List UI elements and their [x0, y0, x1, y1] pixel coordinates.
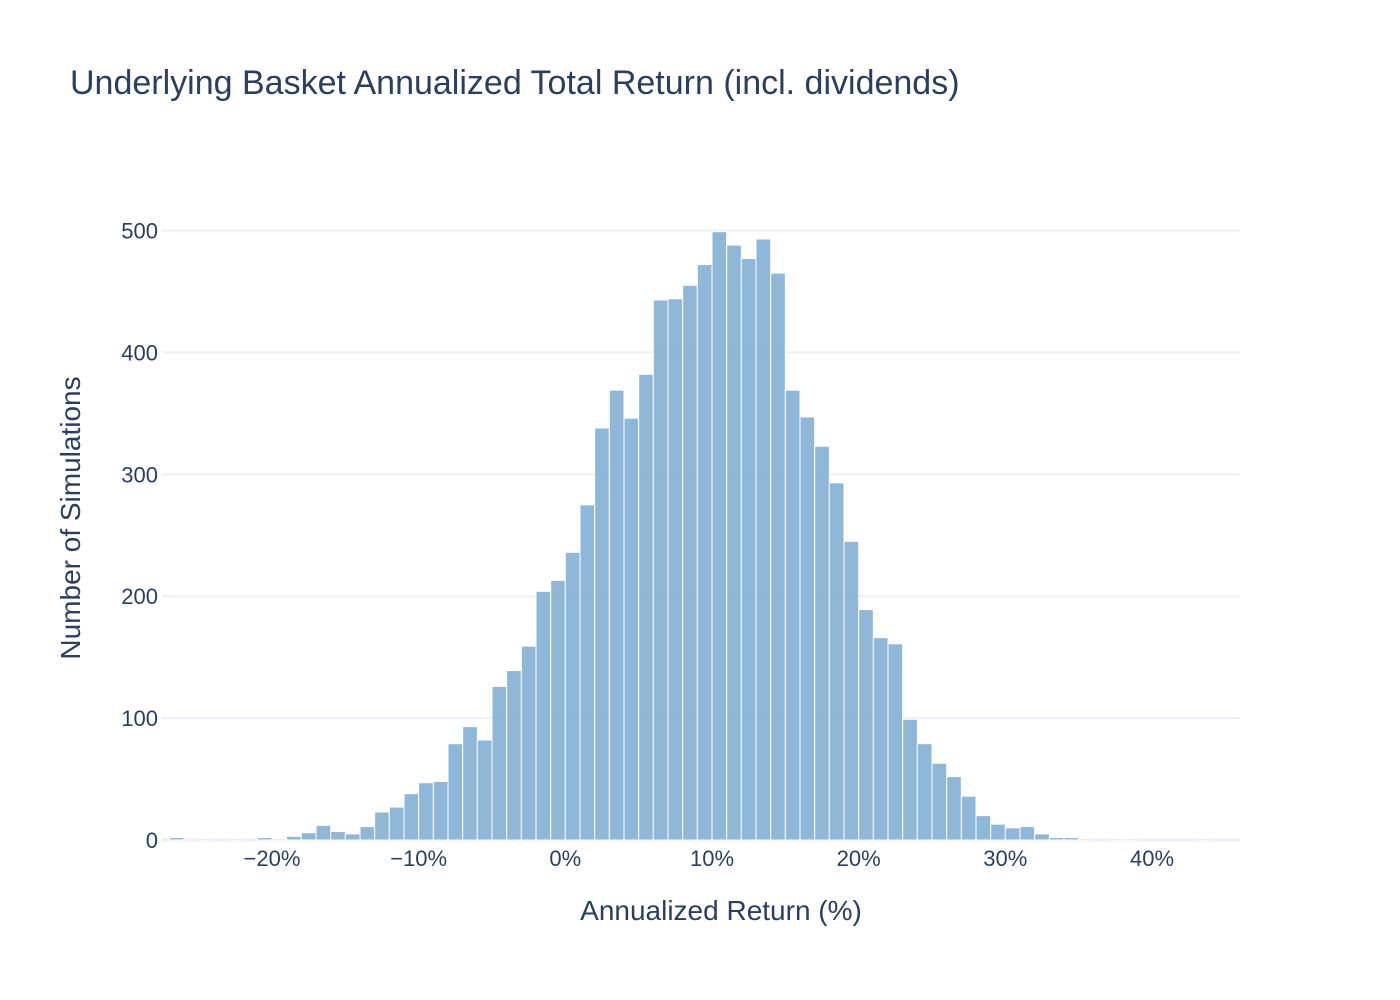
x-tick-label: 20% [837, 846, 881, 871]
histogram-bar [374, 811, 390, 841]
histogram-bar [828, 482, 845, 841]
histogram-bar [1122, 838, 1138, 841]
histogram-bar [1048, 837, 1065, 841]
histogram-bar [960, 795, 977, 841]
histogram-bar [403, 793, 420, 841]
chart-title: Underlying Basket Annualized Total Retur… [70, 64, 960, 102]
histogram-bar [784, 389, 801, 841]
histogram-bar [1034, 833, 1050, 841]
histogram-bar [975, 815, 992, 841]
histogram-bar [814, 445, 830, 841]
histogram-bar [623, 417, 640, 841]
histogram-bar [726, 244, 742, 841]
y-tick-label: 200 [121, 584, 158, 609]
histogram-bar [315, 824, 332, 841]
histogram-bar [799, 416, 816, 841]
histogram-bar [931, 762, 948, 841]
histogram-bar [755, 238, 772, 841]
histogram-bar [198, 838, 214, 841]
histogram-bar [696, 264, 713, 841]
histogram-bar [359, 826, 376, 841]
histogram-bar [887, 643, 904, 841]
histogram-bar [990, 823, 1006, 841]
histogram-bar [168, 837, 185, 841]
histogram-bar [770, 272, 786, 841]
histogram-bar [462, 726, 478, 841]
histogram-bar [286, 835, 302, 841]
histogram-bar [858, 609, 874, 841]
histogram-bar [447, 743, 464, 841]
y-tick-label: 400 [121, 340, 158, 365]
x-axis-title: Annualized Return (%) [580, 895, 862, 926]
histogram-bar [506, 670, 522, 841]
histogram-bar [520, 645, 537, 841]
histogram-bar [227, 838, 244, 841]
y-tick-label: 100 [121, 706, 158, 731]
histogram-bar [916, 743, 933, 841]
histogram-bar [579, 504, 596, 841]
histogram-bars [168, 231, 1212, 841]
histogram-bar [667, 298, 684, 841]
y-axis-title: Number of Simulations [55, 376, 86, 659]
histogram-bar [1107, 838, 1124, 841]
histogram-bar [946, 776, 962, 841]
histogram-bar [1019, 826, 1036, 841]
x-tick-label: −10% [390, 846, 447, 871]
y-tick-label: 500 [121, 218, 158, 243]
histogram-bar [652, 299, 669, 841]
y-tick-label: 0 [146, 828, 158, 853]
x-tick-label: 40% [1130, 846, 1174, 871]
histogram-bar [344, 833, 361, 841]
histogram-bar [843, 540, 860, 841]
histogram-bar [300, 832, 317, 841]
histogram-bar [711, 231, 728, 841]
histogram-bar [638, 373, 654, 841]
x-axis-ticks: −20% −10% 0% 10% 20% 30% 40% [244, 846, 1174, 871]
histogram-bar [1063, 837, 1080, 841]
histogram-bar [535, 590, 552, 841]
histogram-bar [491, 685, 508, 841]
histogram-bar [564, 551, 581, 841]
x-tick-label: −20% [244, 846, 301, 871]
histogram-bar [1004, 827, 1021, 841]
histogram-bar [330, 830, 346, 841]
histogram-bar [550, 579, 566, 841]
histogram-bar [388, 806, 405, 841]
histogram-bar [902, 718, 918, 841]
histogram-bar [256, 837, 273, 841]
histogram-bar [608, 389, 625, 841]
x-tick-label: 10% [690, 846, 734, 871]
x-tick-label: 0% [549, 846, 581, 871]
histogram-bar [594, 427, 610, 841]
x-tick-label: 30% [983, 846, 1027, 871]
y-tick-label: 300 [121, 462, 158, 487]
histogram-bar [271, 838, 288, 841]
histogram-bar [432, 780, 449, 841]
histogram-bar [740, 258, 757, 841]
y-axis-ticks: 0 100 200 300 400 500 [121, 218, 158, 853]
histogram-bar [476, 739, 493, 841]
histogram-bar [1078, 838, 1094, 841]
histogram-bar [1195, 838, 1212, 841]
histogram-bar [418, 782, 434, 841]
histogram-bar [682, 284, 698, 841]
histogram-bar [872, 637, 889, 841]
